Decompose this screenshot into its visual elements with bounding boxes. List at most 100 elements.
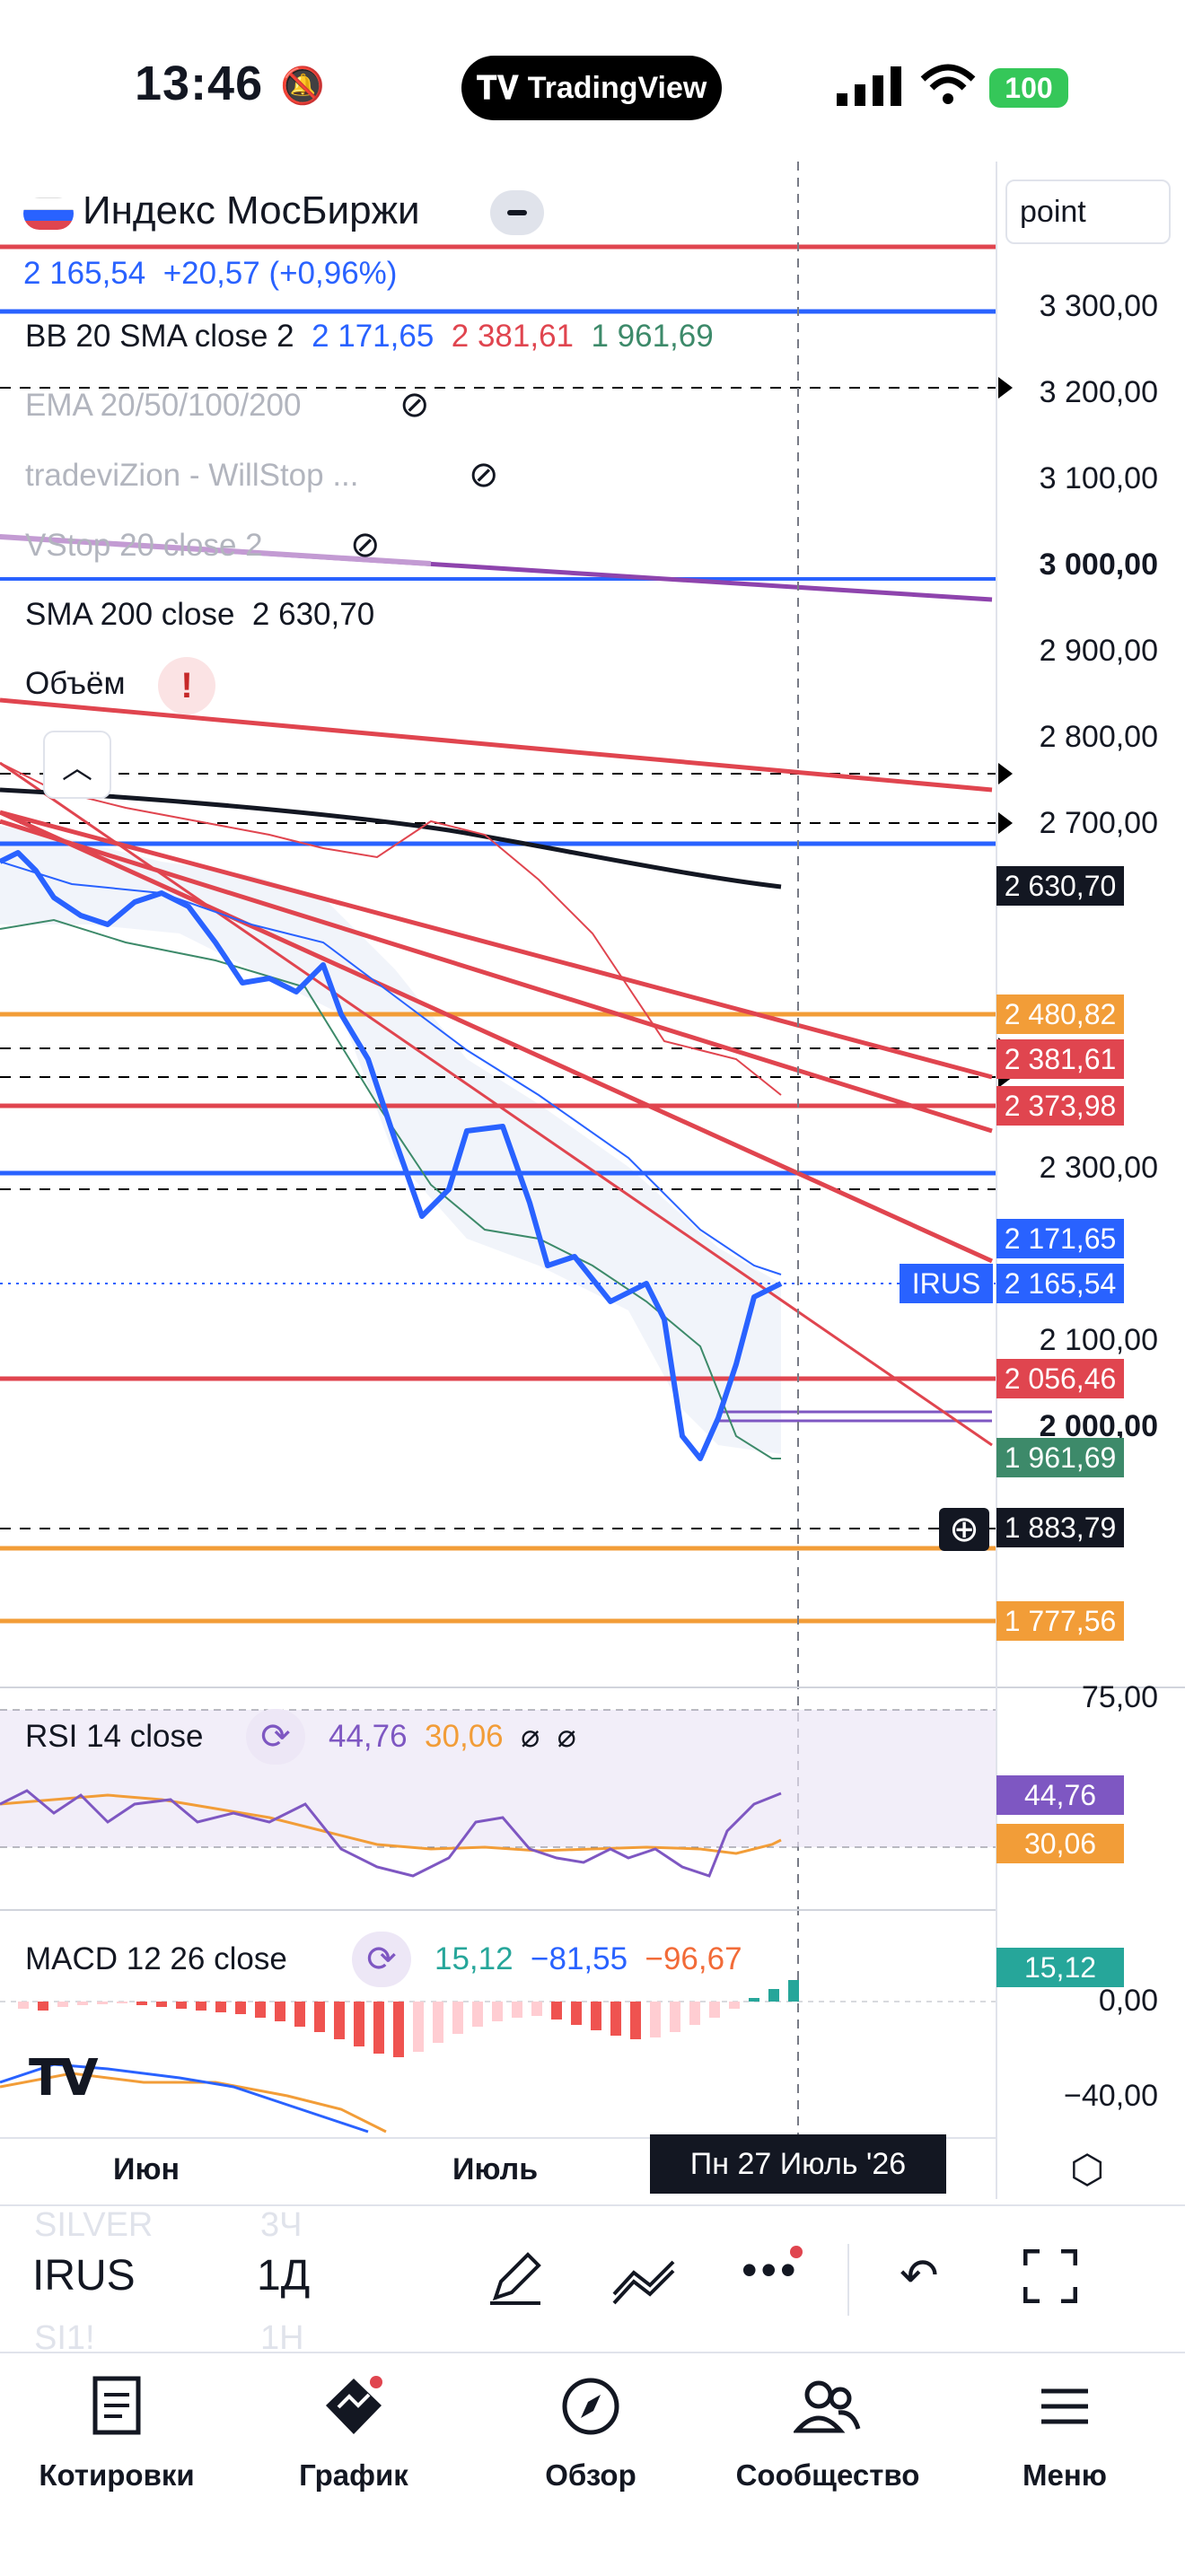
toolbar-divider	[847, 2244, 849, 2316]
settings-hexagon-icon[interactable]: ⬡	[1070, 2148, 1105, 2192]
rsi-label: RSI 14 close	[25, 1719, 204, 1754]
trendline-2	[0, 810, 993, 1080]
macd-histogram-bar	[749, 1998, 759, 2002]
macd-line	[0, 2063, 369, 2134]
ema-label: EMA 20/50/100/200	[25, 388, 302, 423]
volume-legend[interactable]: Объём	[25, 666, 126, 702]
tab-menu[interactable]: Меню	[957, 2353, 1172, 2551]
hidden-eye-icon[interactable]: ⊘	[350, 525, 381, 565]
symbol-price: 2 165,54	[23, 256, 146, 291]
macd-histogram-bar	[788, 1980, 799, 2002]
vstop-legend[interactable]: VStop 20 close 2	[25, 528, 263, 564]
sma-value: 2 630,70	[251, 597, 375, 632]
macd-histogram-bar	[472, 2002, 483, 2027]
macd-histogram-bar	[314, 2002, 325, 2032]
bb-legend[interactable]: BB 20 SMA close 2 2 171,65 2 381,61 1 96…	[25, 319, 714, 355]
sma200-line	[0, 787, 782, 889]
trendline-1	[0, 697, 993, 793]
collapse-legend-button[interactable]	[490, 190, 544, 235]
warning-icon[interactable]: !	[158, 657, 215, 714]
macd-histogram-bar	[591, 2002, 601, 2030]
rsi-legend[interactable]: RSI 14 close	[25, 1719, 203, 1755]
macd-histogram-bar	[433, 2002, 443, 2043]
bb-basis-value: 2 171,65	[312, 319, 434, 354]
price-axis-label: 2 800,00	[1039, 720, 1158, 754]
bb-lower-price-tag: 1 961,69	[996, 1438, 1124, 1477]
interval-selector[interactable]: 1Д	[257, 2252, 311, 2300]
orange-price-tag: 2 480,82	[996, 994, 1124, 1034]
ghost-interval: 1Н	[260, 2319, 304, 2357]
bb-upper-price-tag: 2 381,61	[996, 1039, 1124, 1079]
macd-histogram-bar	[235, 2002, 246, 2014]
macd-histogram-bar	[18, 2002, 29, 2009]
red-price-tag: 2 373,98	[996, 1086, 1124, 1126]
macd-histogram-bar	[354, 2002, 364, 2046]
compass-icon	[559, 2375, 622, 2442]
battery-indicator: 100	[989, 68, 1068, 108]
price-line	[0, 850, 783, 1461]
tab-chart-label: График	[299, 2458, 408, 2492]
symbol-title[interactable]: Индекс МосБиржи	[83, 188, 420, 232]
red-price-tag-2: 2 056,46	[996, 1359, 1124, 1398]
add-level-plus-icon[interactable]: ⊕	[939, 1508, 989, 1551]
rsi-values: 44,76 30,06 ⌀ ⌀	[329, 1719, 576, 1755]
tab-community[interactable]: Сообщество	[720, 2353, 935, 2551]
symbol-change: +20,57 (+0,96%)	[162, 256, 398, 291]
tab-quotes-label: Котировки	[39, 2458, 195, 2492]
pen-icon[interactable]	[485, 2246, 548, 2313]
list-icon	[90, 2375, 144, 2442]
refresh-icon[interactable]: ⟳	[352, 1932, 411, 1987]
macd-label: MACD 12 26 close	[25, 1941, 287, 1976]
tab-quotes[interactable]: Котировки	[9, 2353, 224, 2551]
level-marker-1	[998, 377, 1013, 399]
more-dots-icon[interactable]: •••	[742, 2245, 800, 2295]
macd-histogram-bar	[729, 2002, 740, 2009]
rsi-axis-label: 75,00	[1081, 1680, 1158, 1714]
symbol-selector[interactable]: IRUS	[32, 2252, 136, 2300]
rsi-ma-price-tag: 30,06	[996, 1824, 1124, 1863]
macd-histogram-bar	[255, 2002, 266, 2018]
rsi-band	[0, 1710, 996, 1847]
scale-mode-box[interactable]: point	[1005, 180, 1171, 244]
bb-basis-price-tag: 2 171,65	[996, 1219, 1124, 1258]
chevron-up-icon[interactable]: ︿	[43, 731, 111, 799]
macd-values: 15,12 −81,55 −96,67	[434, 1941, 742, 1977]
tab-chart[interactable]: График	[246, 2353, 461, 2551]
bb-band	[0, 826, 781, 1454]
price-axis-label: 3 200,00	[1039, 375, 1158, 409]
macd-histogram-bar	[373, 2002, 384, 2054]
willstop-legend[interactable]: tradeviZion - WillStop ...	[25, 458, 359, 494]
notification-dot	[790, 2246, 803, 2258]
ema-legend[interactable]: EMA 20/50/100/200	[25, 388, 301, 424]
tradingview-logo-icon: 𝐓𝐕	[476, 68, 519, 106]
macd-histogram-bar	[650, 2002, 661, 2037]
tradingview-pill[interactable]: 𝐓𝐕 TradingView	[461, 56, 722, 120]
refresh-icon[interactable]: ⟳	[246, 1709, 305, 1765]
macd-histogram-bar	[117, 2002, 127, 2003]
sma-legend[interactable]: SMA 200 close 2 630,70	[25, 597, 374, 633]
hidden-eye-icon[interactable]: ⊘	[469, 455, 499, 495]
trend-lines-icon[interactable]	[610, 2253, 679, 2311]
price-axis-label: 2 100,00	[1039, 1323, 1158, 1357]
price-axis-label: 2 000,00	[1039, 1409, 1158, 1443]
macd-legend[interactable]: MACD 12 26 close	[25, 1941, 287, 1977]
macd-histogram-bar	[97, 2002, 108, 2004]
tab-overview[interactable]: Обзор	[483, 2353, 698, 2551]
bottom-tab-bar: Котировки График Обзор Сообщество Меню	[0, 2352, 1185, 2576]
macd-histogram-bar	[334, 2002, 345, 2039]
symbol-price-line: 2 165,54 +20,57 (+0,96%)	[23, 256, 397, 292]
bb-lower-value: 1 961,69	[591, 319, 714, 354]
macd-axis-label: −40,00	[1064, 2079, 1158, 2113]
macd-histogram-bar	[176, 2002, 187, 2009]
undo-icon[interactable]: ↶	[900, 2250, 939, 2302]
price-axis-label: 3 300,00	[1039, 289, 1158, 323]
bb-upper-line	[0, 762, 782, 1096]
vstop-line-faded	[0, 534, 432, 566]
tab-menu-label: Меню	[1023, 2458, 1107, 2492]
macd-hist-value: 15,12	[434, 1941, 514, 1976]
trendline-3	[0, 819, 993, 1134]
fullscreen-icon[interactable]	[1023, 2248, 1078, 2304]
macd-histogram-bar	[452, 2002, 463, 2034]
hidden-eye-icon[interactable]: ⊘	[399, 385, 430, 425]
